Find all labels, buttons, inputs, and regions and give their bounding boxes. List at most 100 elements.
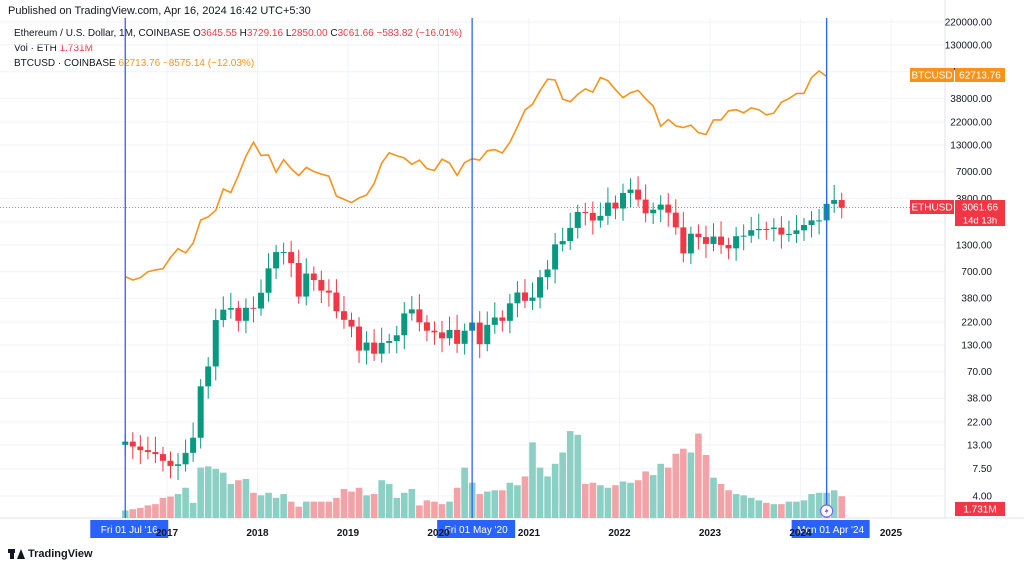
candle-body <box>816 220 823 222</box>
volume-bar <box>129 509 137 518</box>
volume-bar <box>152 504 159 518</box>
candle-body <box>242 307 249 321</box>
candle-body <box>672 212 679 228</box>
y-tick-label: 38000.00 <box>950 94 992 105</box>
candle-body <box>265 268 272 293</box>
volume-name: Vol · ETH <box>14 43 57 54</box>
candle-body <box>763 228 770 230</box>
volume-bar <box>521 476 529 518</box>
volume-value: 1.731M <box>59 43 93 54</box>
candle-body <box>491 317 498 325</box>
price-tag-name: ETHUSD <box>911 203 952 214</box>
volume-bar <box>423 500 431 518</box>
volume-bar <box>219 472 227 518</box>
eth-symbol-name: Ethereum / U.S. Dollar, 1M, COINBASE <box>14 28 191 39</box>
btc-legend-row[interactable]: BTCUSD · COINBASE 62713.76 −8575.14 (−12… <box>14 56 462 71</box>
candle-body <box>220 309 227 321</box>
volume-bar <box>438 504 446 518</box>
volume-bar <box>815 492 823 518</box>
volume-bar <box>762 502 770 518</box>
eth-change-value: −583.82 (−16.01%) <box>376 28 463 39</box>
candle-body <box>197 386 204 438</box>
vertical-marker-label: Fri 01 Jul '16 <box>101 525 158 536</box>
volume-bar <box>265 492 272 518</box>
volume-bar <box>174 494 182 518</box>
vertical-marker-label: Mon 01 Apr '24 <box>797 525 864 536</box>
volume-bar <box>280 494 287 518</box>
volume-bar <box>189 502 197 518</box>
volume-bar <box>318 501 325 518</box>
volume-bar <box>672 453 680 518</box>
candle-body <box>303 273 310 297</box>
candle-body <box>567 227 574 242</box>
y-tick-label: 4.00 <box>973 492 993 503</box>
candle-body <box>529 297 536 301</box>
volume-bar <box>212 468 220 518</box>
candle-body <box>740 235 747 237</box>
y-tick-label: 22.00 <box>967 417 992 428</box>
candle-body <box>620 192 626 209</box>
volume-bar <box>808 494 815 518</box>
tradingview-footer[interactable]: TradingView <box>8 548 93 560</box>
volume-bar <box>287 501 295 518</box>
volume-bar <box>551 463 559 518</box>
y-tick-label: 38.00 <box>967 394 992 405</box>
candle-layer <box>122 176 845 480</box>
price-tag-value-bg <box>955 502 1005 516</box>
candle-body <box>680 227 687 254</box>
candle-body <box>521 292 528 301</box>
price-tag-value-bg <box>955 68 1005 82</box>
candle-body <box>461 330 468 344</box>
candle-body <box>348 319 355 327</box>
candle-body <box>129 441 136 447</box>
volume-bar <box>400 492 408 518</box>
btc-line-layer <box>0 69 945 281</box>
volume-bar <box>770 504 778 518</box>
volume-bar <box>559 452 566 518</box>
volume-bar <box>340 489 348 518</box>
chart-legend: Ethereum / U.S. Dollar, 1M, COINBASE O36… <box>14 26 462 71</box>
candle-body <box>499 317 506 321</box>
candle-body <box>718 236 725 245</box>
volume-bar <box>664 467 672 518</box>
volume-bar <box>159 497 167 518</box>
candle-body <box>340 311 347 320</box>
volume-bar <box>838 496 846 518</box>
volume-bar <box>778 504 785 518</box>
y-tick-label: 22000.00 <box>950 117 992 128</box>
price-tag-sub-bg <box>955 214 1005 226</box>
footer-brand: TradingView <box>28 548 93 560</box>
volume-bar <box>416 505 423 518</box>
volume-bar <box>393 497 401 518</box>
candle-body <box>665 204 672 213</box>
volume-bar <box>295 506 303 518</box>
volume-bar <box>536 467 544 518</box>
candle-body <box>778 227 785 235</box>
volume-layer <box>121 431 846 518</box>
candle-body <box>235 308 242 321</box>
candle-body <box>182 452 189 465</box>
candle-body <box>702 237 709 244</box>
candle-body <box>386 340 393 343</box>
volume-bar <box>197 467 204 518</box>
candle-body <box>288 252 295 264</box>
volume-bar <box>250 492 257 518</box>
volume-bar <box>385 483 393 518</box>
candle-body <box>770 227 777 230</box>
x-tick-label: 2018 <box>246 528 269 539</box>
candle-body <box>212 320 219 367</box>
volume-bar <box>619 481 627 518</box>
volume-bar <box>785 501 793 518</box>
candle-body <box>808 220 815 226</box>
candle-body <box>431 330 438 333</box>
candle-body <box>574 211 581 228</box>
volume-bar <box>612 485 619 518</box>
candle-body <box>695 233 702 238</box>
volume-legend-row[interactable]: Vol · ETH 1.731M <box>14 41 462 56</box>
volume-bar <box>529 442 536 518</box>
price-tag-value-bg <box>955 200 1005 214</box>
eth-legend-row[interactable]: Ethereum / U.S. Dollar, 1M, COINBASE O36… <box>14 26 462 41</box>
candle-body <box>612 202 619 209</box>
price-tag-value: 1.731M <box>963 505 996 516</box>
